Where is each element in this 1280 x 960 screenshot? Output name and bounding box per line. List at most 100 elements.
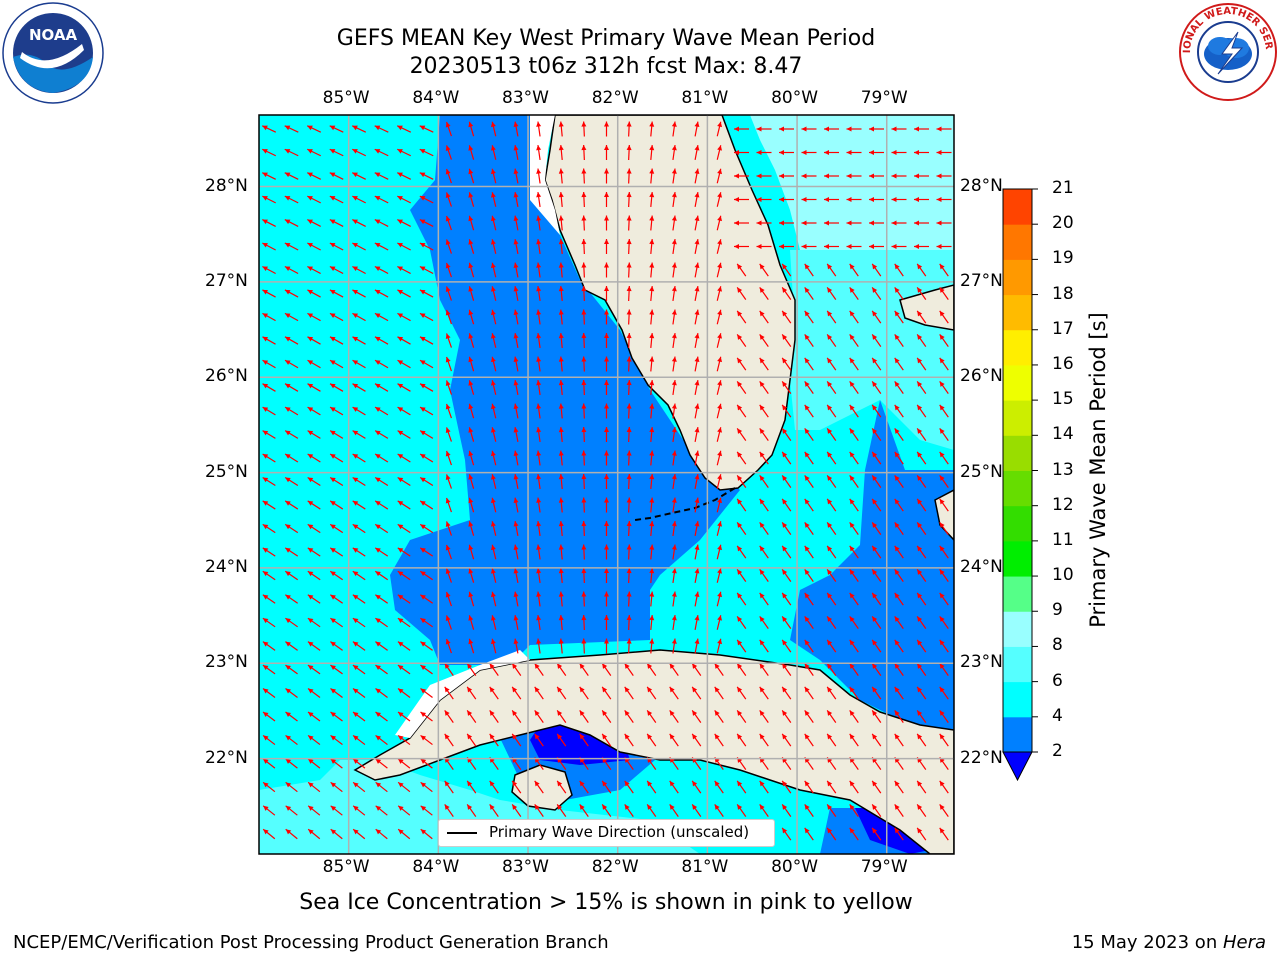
colorbar-segment	[1003, 646, 1032, 683]
colorbar-segment	[1003, 470, 1032, 507]
wave-arrow	[352, 195, 366, 204]
wave-arrow	[781, 287, 792, 300]
wave-arrow	[581, 238, 587, 255]
wave-arrow	[581, 520, 587, 537]
wave-arrow	[534, 780, 544, 794]
wave-arrow	[716, 568, 723, 583]
wave-arrow	[262, 219, 276, 227]
wave-arrow	[511, 733, 522, 747]
wave-arrow	[374, 265, 389, 275]
wave-arrow	[513, 168, 519, 184]
wave-arrow	[352, 476, 366, 487]
wave-arrow	[603, 591, 609, 607]
wave-arrow	[420, 805, 433, 816]
wave-arrow	[330, 711, 343, 722]
wave-arrow	[603, 426, 609, 443]
wave-arrow	[419, 312, 434, 322]
wave-arrow	[826, 522, 837, 535]
wave-arrow	[307, 406, 321, 416]
wave-arrow	[601, 663, 612, 676]
wave-arrow	[262, 617, 276, 628]
wave-arrow	[649, 332, 655, 349]
wave-arrow	[939, 569, 949, 582]
wave-arrow	[804, 357, 814, 371]
wave-arrow	[671, 614, 677, 631]
wave-arrow	[513, 497, 519, 513]
wave-arrow	[804, 780, 814, 794]
wave-arrow	[445, 356, 452, 372]
wave-arrow	[781, 428, 792, 441]
wave-arrow	[624, 780, 634, 794]
wave-arrow	[581, 191, 587, 208]
wave-arrow	[939, 545, 949, 559]
wave-arrow	[352, 265, 366, 275]
wave-arrow	[468, 168, 475, 184]
wave-arrow	[714, 710, 724, 723]
wave-arrow	[916, 310, 927, 324]
wave-arrow	[397, 359, 411, 369]
wave-arrow	[916, 522, 927, 535]
wave-arrow	[329, 242, 344, 251]
wave-arrow	[262, 476, 276, 487]
wave-arrow	[420, 758, 433, 769]
wave-arrow	[490, 145, 497, 160]
wave-arrow	[397, 406, 411, 416]
wave-arrow	[646, 710, 657, 723]
wave-arrow	[779, 220, 794, 226]
wave-arrow	[603, 638, 609, 654]
lon-label-top: 80°W	[771, 88, 819, 108]
wave-arrow	[284, 312, 299, 322]
wave-arrow	[826, 357, 837, 371]
wave-arrow	[736, 357, 747, 371]
wave-arrow	[849, 381, 859, 394]
wave-arrow	[307, 312, 321, 322]
wave-arrow	[939, 310, 949, 324]
wave-arrow	[894, 710, 904, 723]
wave-arrow	[626, 497, 632, 513]
wave-arrow	[330, 664, 343, 675]
wave-arrow	[513, 615, 519, 630]
wave-arrow	[671, 309, 677, 325]
wave-arrow	[781, 357, 792, 371]
wave-arrow	[352, 758, 366, 769]
wave-arrow	[804, 263, 814, 277]
wave-arrow	[284, 242, 299, 251]
wave-arrow	[284, 359, 299, 369]
wave-arrow	[936, 197, 952, 202]
wave-arrow	[396, 125, 412, 133]
wave-arrow	[603, 144, 609, 161]
wave-arrow	[285, 805, 298, 816]
wave-arrow	[849, 263, 859, 277]
wave-arrow	[419, 172, 434, 180]
wave-arrow	[824, 197, 839, 202]
wave-arrow	[871, 545, 882, 559]
wave-arrow	[871, 804, 882, 817]
wave-arrow	[419, 570, 434, 581]
wave-arrow	[736, 780, 747, 794]
wave-arrow	[624, 686, 634, 700]
wave-arrow	[804, 616, 814, 629]
wave-arrow	[352, 688, 366, 698]
wave-arrow	[714, 686, 724, 700]
wave-arrow	[916, 287, 927, 300]
wave-arrow	[781, 498, 792, 512]
wave-arrow	[894, 357, 904, 371]
wave-arrow	[804, 334, 814, 347]
wave-arrow	[671, 168, 677, 184]
wave-arrow	[603, 497, 609, 513]
wave-arrow	[826, 334, 837, 347]
wave-arrow	[649, 614, 655, 631]
wave-arrow	[307, 688, 321, 698]
wave-arrow	[626, 426, 632, 443]
wave-arrow	[694, 497, 700, 513]
wave-arrow	[603, 121, 609, 137]
wave-arrow	[262, 570, 276, 581]
wave-arrow	[330, 688, 343, 698]
wave-arrow	[826, 451, 837, 465]
lat-label-right: 22°N	[960, 747, 1003, 768]
wave-arrow	[759, 639, 769, 653]
wave-arrow	[558, 309, 564, 325]
wave-arrow	[490, 215, 497, 231]
wave-arrow	[396, 148, 412, 157]
wave-arrow	[329, 500, 344, 510]
